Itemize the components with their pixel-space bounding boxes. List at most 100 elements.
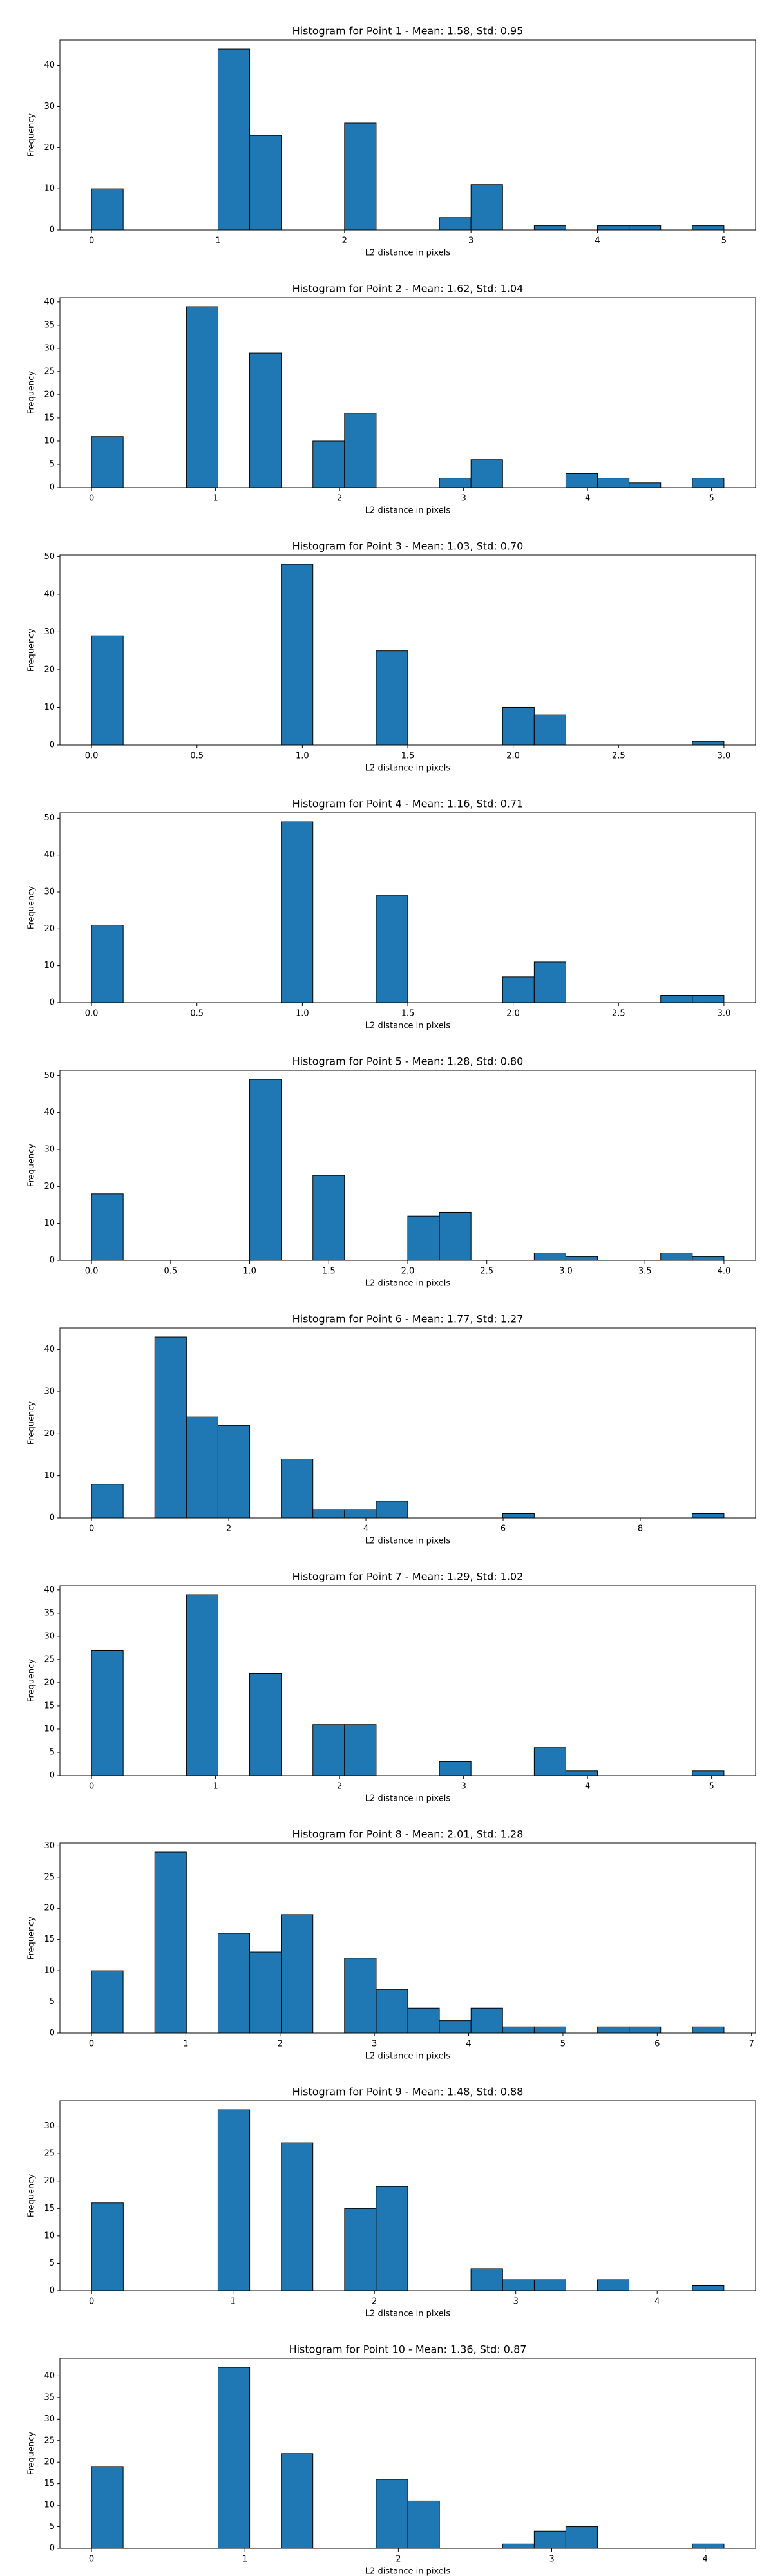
bar <box>249 135 282 231</box>
bar <box>344 122 377 231</box>
bar <box>502 2279 535 2291</box>
bar <box>692 2026 725 2034</box>
bar <box>502 976 535 1003</box>
y-tick-label: 0 <box>50 2029 55 2038</box>
bar <box>692 1256 725 1261</box>
x-tick-label: 3.5 <box>638 1267 652 1276</box>
y-tick-label: 10 <box>44 1218 55 1228</box>
x-tick-label: 0 <box>89 2040 94 2049</box>
bar <box>439 217 472 231</box>
x-axis-label: L2 distance in pixels <box>365 2052 451 2061</box>
bar <box>533 2279 566 2291</box>
x-tick-label: 4 <box>595 236 600 246</box>
histogram-chart: Histogram for Point 2 - Mean: 1.62, Std:… <box>27 283 756 516</box>
bar <box>470 459 503 488</box>
y-tick-label: 40 <box>44 589 55 599</box>
y-tick-label: 40 <box>44 1585 55 1595</box>
x-tick-label: 1 <box>215 236 220 246</box>
bar <box>186 1594 218 1776</box>
x-tick-label: 8 <box>638 1524 643 1534</box>
bar <box>597 2279 630 2291</box>
x-tick-label: 1.0 <box>243 1267 256 1276</box>
bar <box>91 1649 124 1776</box>
x-tick-label: 1.0 <box>296 752 309 761</box>
bar <box>281 564 314 746</box>
y-tick-label: 20 <box>44 665 55 674</box>
bar <box>533 2530 566 2549</box>
chart-title: Histogram for Point 5 - Mean: 1.28, Std:… <box>292 1056 524 1068</box>
x-axis-label: L2 distance in pixels <box>365 764 451 773</box>
y-tick-label: 30 <box>44 2121 55 2131</box>
y-tick-label: 30 <box>44 887 55 896</box>
bar <box>218 2367 251 2549</box>
bar <box>629 2026 662 2034</box>
y-tick-label: 20 <box>44 1904 55 1913</box>
plot-frame <box>59 297 756 488</box>
bar <box>91 1484 124 1519</box>
y-tick-label: 0 <box>50 1771 55 1781</box>
y-tick-label: 10 <box>44 436 55 446</box>
bar <box>533 961 566 1003</box>
bar <box>692 995 725 1003</box>
x-tick-label: 4 <box>654 2297 660 2307</box>
y-tick-label: 0 <box>50 483 55 493</box>
bar <box>312 1175 345 1261</box>
x-tick-label: 2.0 <box>506 752 520 761</box>
y-tick-label: 20 <box>44 143 55 153</box>
y-tick-label: 20 <box>44 1678 55 1687</box>
x-tick-label: 1.5 <box>322 1267 336 1276</box>
bar <box>376 2186 408 2291</box>
x-tick-label: 1 <box>183 2040 188 2049</box>
x-tick-label: 1.5 <box>401 1009 415 1019</box>
y-tick-label: 10 <box>44 703 55 712</box>
bar <box>281 2142 314 2291</box>
bar <box>91 1970 124 2034</box>
bar <box>281 1459 314 1519</box>
histogram-chart: Histogram for Point 5 - Mean: 1.28, Std:… <box>27 1056 756 1288</box>
bar <box>439 2020 472 2034</box>
bar <box>470 2007 503 2034</box>
y-axis-label: Frequency <box>27 1144 37 1187</box>
y-axis-label: Frequency <box>27 629 37 672</box>
bar <box>91 2202 124 2291</box>
bar <box>692 1513 725 1519</box>
x-tick-label: 2 <box>342 236 347 246</box>
x-tick-label: 1.0 <box>296 1009 309 1019</box>
plot-frame <box>59 1842 756 2034</box>
y-tick-label: 35 <box>44 2392 55 2402</box>
y-tick-label: 20 <box>44 390 55 399</box>
x-axis-label: L2 distance in pixels <box>365 249 451 258</box>
bar <box>502 706 535 746</box>
y-tick-label: 40 <box>44 61 55 70</box>
y-tick-label: 30 <box>44 1841 55 1851</box>
bar <box>344 1509 377 1519</box>
histogram-chart: Histogram for Point 7 - Mean: 1.29, Std:… <box>27 1571 756 1803</box>
y-tick-label: 0 <box>50 998 55 1008</box>
x-tick-label: 5 <box>560 2040 566 2049</box>
x-tick-label: 2.5 <box>612 752 625 761</box>
x-tick-label: 0 <box>89 236 94 246</box>
x-tick-label: 3 <box>372 2040 377 2049</box>
y-axis-label: Frequency <box>27 1659 37 1702</box>
bar <box>154 1336 187 1519</box>
y-tick-label: 20 <box>44 2176 55 2186</box>
bar <box>565 1256 598 1261</box>
x-axis-label: L2 distance in pixels <box>365 1021 451 1031</box>
bar <box>533 714 566 746</box>
y-axis-label: Frequency <box>27 2174 37 2217</box>
x-tick-label: 0.0 <box>85 752 99 761</box>
y-tick-label: 25 <box>44 2149 55 2159</box>
y-tick-label: 10 <box>44 2231 55 2240</box>
x-tick-label: 1 <box>213 494 218 504</box>
chart-title: Histogram for Point 7 - Mean: 1.29, Std:… <box>292 1571 524 1583</box>
bar <box>344 1724 377 1776</box>
x-axis-label: L2 distance in pixels <box>365 506 451 516</box>
y-tick-label: 25 <box>44 366 55 376</box>
y-tick-label: 10 <box>44 1471 55 1481</box>
x-tick-label: 0 <box>89 1524 94 1534</box>
x-tick-label: 4 <box>585 1782 590 1792</box>
x-tick-label: 2 <box>396 2555 401 2564</box>
x-tick-label: 6 <box>501 1524 506 1534</box>
bar <box>439 1761 472 1776</box>
y-tick-label: 10 <box>44 961 55 971</box>
